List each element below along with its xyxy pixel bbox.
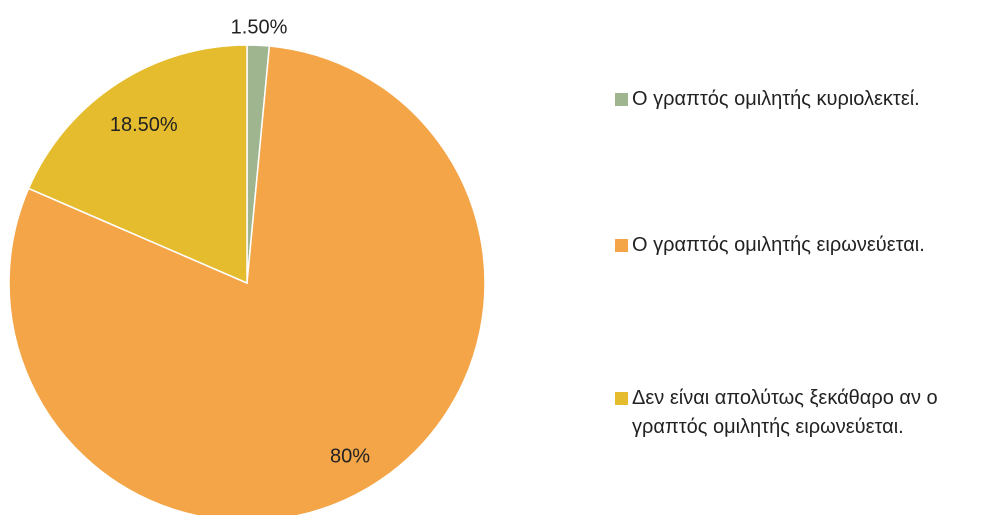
legend-item: Ο γραπτός ομιλητής ειρωνεύεται.: [615, 231, 990, 260]
legend-label: Ο γραπτός ομιλητής κυριολεκτεί.: [632, 88, 920, 110]
legend-label: Ο γραπτός ομιλητής ειρωνεύεται.: [632, 234, 925, 256]
pie-slice: [27, 44, 248, 285]
pie-slice: [8, 45, 486, 515]
data-label: 80%: [330, 445, 370, 467]
data-label: 1.50%: [231, 17, 288, 39]
legend-label: Δεν είναι απολύτως ξεκάθαρο αν ο γραπτός…: [632, 387, 938, 438]
legend-swatch: [615, 392, 628, 405]
legend-swatch: [615, 93, 628, 106]
data-label: 18.50%: [110, 114, 178, 136]
legend-item: Ο γραπτός ομιλητής κυριολεκτεί.: [615, 85, 990, 114]
legend-swatch: [615, 239, 628, 252]
legend-item: Δεν είναι απολύτως ξεκάθαρο αν ο γραπτός…: [615, 384, 990, 442]
